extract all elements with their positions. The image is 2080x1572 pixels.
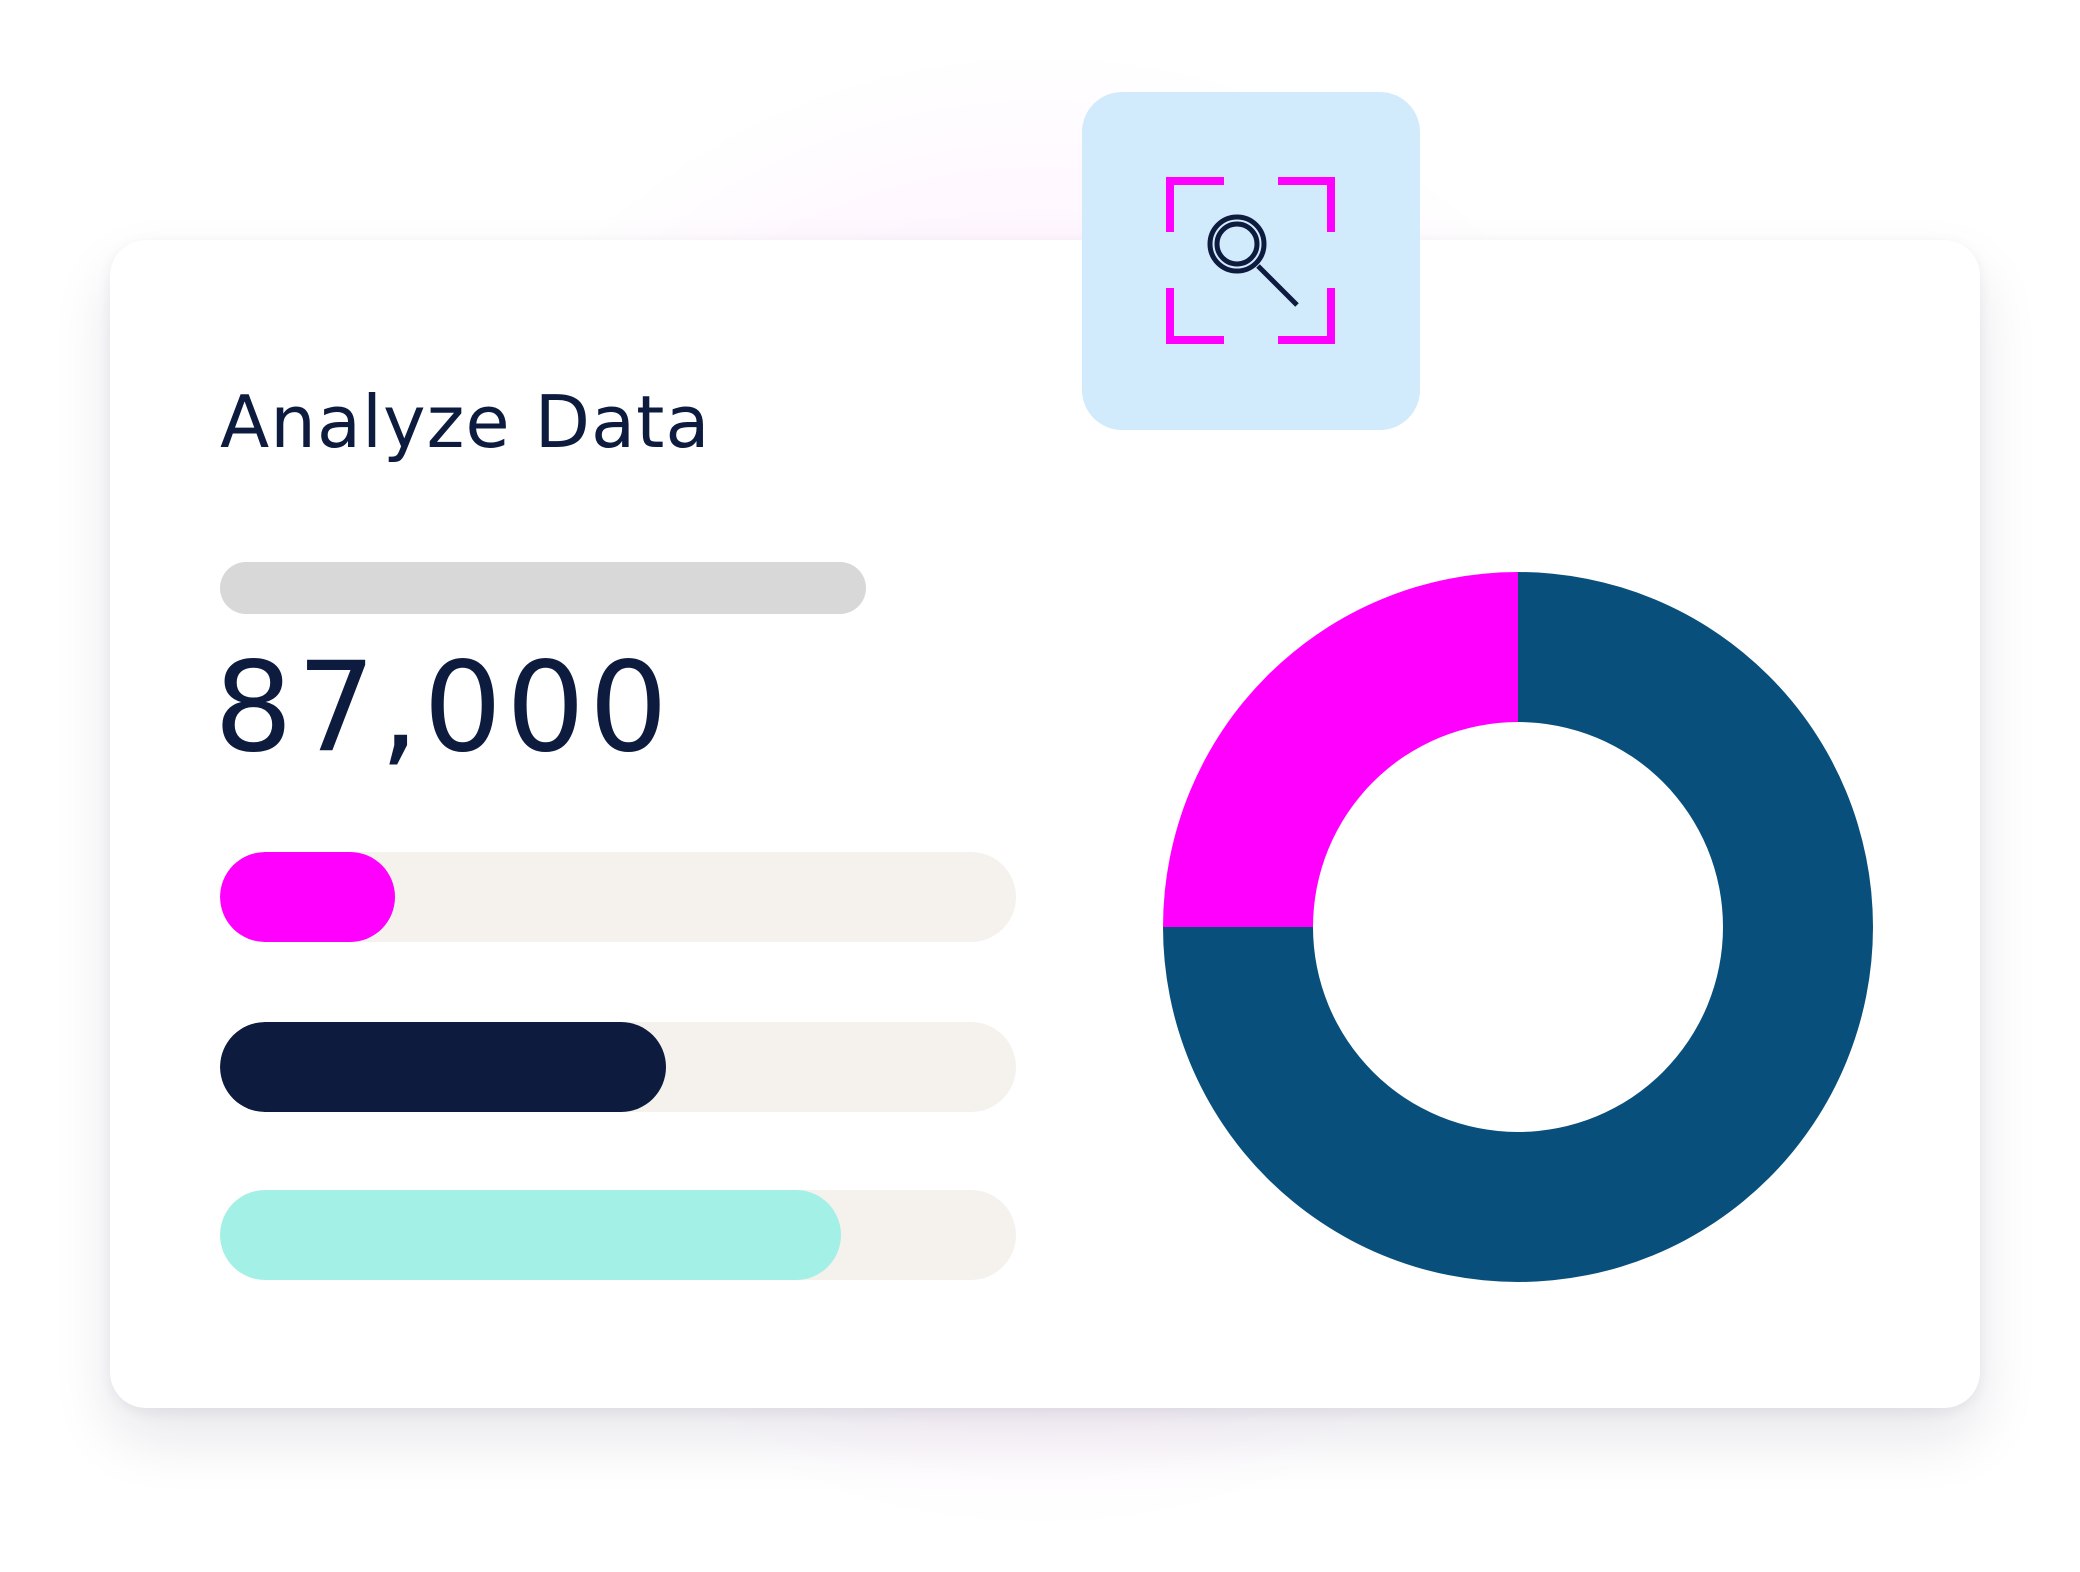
card-title: Analyze Data [220,380,711,464]
progress-bar-navy [220,1022,1016,1112]
label-placeholder-bar [220,562,866,614]
donut-chart-svg [1163,572,1873,1282]
donut-slice-2 [1163,572,1518,927]
magnifier-scan-icon [1166,177,1335,344]
progress-fill-magenta [220,852,396,942]
progress-fill-navy [220,1022,666,1112]
donut-chart [1163,572,1873,1282]
progress-fill-mint [220,1190,841,1280]
metric-value: 87,000 [214,636,672,780]
donut-slice-1 [1163,572,1873,1282]
progress-bar-magenta [220,852,1016,942]
magnifier-icon [1207,214,1299,307]
analyze-data-card: Analyze Data 87,000 [110,240,1980,1408]
scan-frame-icon [1166,177,1335,344]
magnifier-scan-badge [1082,92,1420,430]
progress-bar-mint [220,1190,1016,1280]
